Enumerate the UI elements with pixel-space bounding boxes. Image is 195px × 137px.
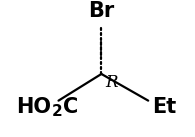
Text: Br: Br (88, 1, 114, 21)
Text: HO: HO (16, 97, 51, 117)
Text: C: C (63, 97, 79, 117)
Text: Et: Et (152, 97, 176, 117)
Text: 2: 2 (52, 104, 62, 119)
Text: R: R (105, 74, 117, 91)
